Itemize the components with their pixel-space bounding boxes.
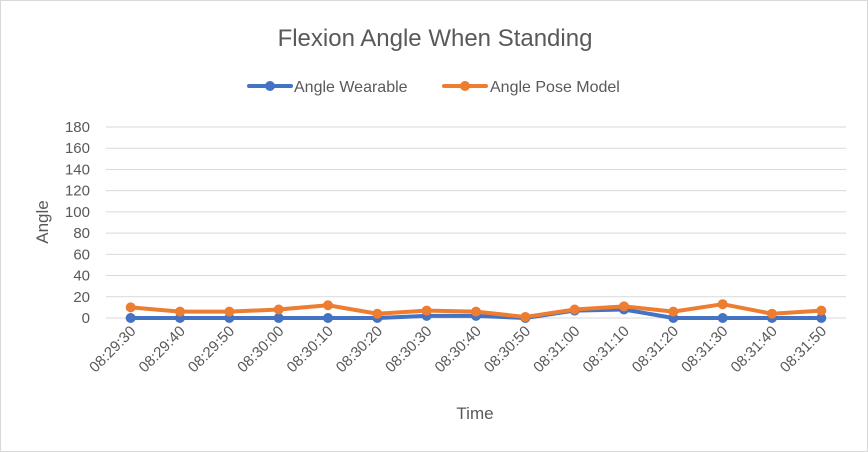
x-tick-label: 08:31:10 <box>580 323 633 376</box>
series-layer <box>125 299 827 323</box>
data-point <box>668 306 679 317</box>
data-point <box>717 299 728 310</box>
data-point <box>816 313 827 323</box>
y-axis-ticks: 0 20 40 60 80 100 120 140 160 180 <box>65 119 90 327</box>
x-tick-label: 08:31:30 <box>678 323 731 376</box>
data-point <box>520 311 531 322</box>
data-point <box>125 313 136 323</box>
data-point <box>471 306 481 317</box>
data-point <box>273 313 284 323</box>
data-point <box>175 306 185 317</box>
x-tick-label: 08:29:40 <box>136 323 189 376</box>
x-tick-label: 08:31:40 <box>728 323 781 376</box>
data-point <box>323 300 333 311</box>
data-point <box>767 308 777 319</box>
y-tick-label: 0 <box>82 310 90 327</box>
data-point <box>619 301 629 312</box>
legend-point-marker <box>265 81 275 91</box>
y-tick-label: 20 <box>73 289 90 306</box>
legend-label: Angle Wearable <box>294 79 408 96</box>
y-tick-label: 100 <box>65 204 90 221</box>
legend-item: Angle Wearable <box>247 79 408 96</box>
legend-label: Angle Pose Model <box>490 79 620 96</box>
data-point <box>372 308 383 319</box>
legend: Angle Wearable Angle Pose Model <box>247 79 620 96</box>
data-point <box>125 302 136 313</box>
y-tick-label: 120 <box>65 183 90 200</box>
x-tick-label: 08:30:20 <box>333 323 386 376</box>
y-tick-label: 160 <box>65 140 90 157</box>
data-point <box>323 313 333 323</box>
chart-title: Flexion Angle When Standing <box>278 25 593 52</box>
data-point <box>273 304 284 315</box>
x-tick-label: 08:30:40 <box>432 323 485 376</box>
y-tick-label: 40 <box>73 268 90 285</box>
y-tick-label: 60 <box>73 246 90 263</box>
y-tick-label: 180 <box>65 119 90 136</box>
x-tick-label: 08:31:50 <box>777 323 830 376</box>
legend-item: Angle Pose Model <box>442 79 620 96</box>
x-tick-label: 08:30:00 <box>234 323 287 376</box>
x-axis-ticks: 08:29:3008:29:4008:29:5008:30:0008:30:10… <box>86 323 830 376</box>
x-tick-label: 08:30:50 <box>481 323 534 376</box>
data-point <box>421 305 432 316</box>
data-point <box>569 304 580 315</box>
series-2 <box>125 299 827 322</box>
y-tick-label: 140 <box>65 161 90 178</box>
x-tick-label: 08:31:20 <box>629 323 682 376</box>
y-axis-title: Angle <box>33 200 52 243</box>
x-tick-label: 08:30:30 <box>382 323 435 376</box>
data-point <box>224 306 235 317</box>
gridlines <box>106 126 846 319</box>
x-tick-label: 08:29:30 <box>86 323 139 376</box>
x-tick-label: 08:29:50 <box>185 323 238 376</box>
x-tick-label: 08:31:00 <box>530 323 583 376</box>
x-axis-title: Time <box>456 404 493 423</box>
data-point <box>816 305 827 316</box>
legend-point-marker <box>460 81 470 91</box>
y-tick-label: 80 <box>73 225 90 242</box>
x-tick-label: 08:30:10 <box>284 323 337 376</box>
data-point <box>717 313 728 323</box>
